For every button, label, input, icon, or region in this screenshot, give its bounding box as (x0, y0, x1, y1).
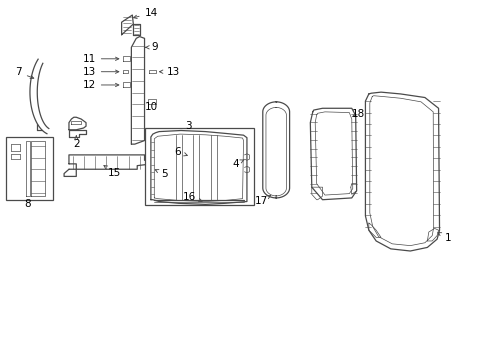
Text: 9: 9 (145, 42, 157, 52)
Text: 4: 4 (231, 159, 244, 169)
Text: 6: 6 (174, 147, 187, 157)
Text: 12: 12 (82, 80, 119, 90)
Text: 5: 5 (155, 169, 168, 179)
Text: 13: 13 (82, 67, 119, 77)
Bar (5, 137, 53, 200)
Text: 14: 14 (133, 8, 158, 18)
Text: 1: 1 (437, 233, 450, 243)
Text: 3: 3 (185, 121, 191, 131)
Text: 15: 15 (104, 166, 121, 178)
Text: 2: 2 (73, 136, 80, 149)
Text: 8: 8 (24, 199, 31, 210)
Text: 7: 7 (15, 67, 34, 78)
Text: 18: 18 (351, 109, 364, 119)
Text: 17: 17 (254, 195, 270, 206)
Bar (144, 128, 254, 205)
Text: 11: 11 (82, 54, 119, 64)
Text: 10: 10 (145, 102, 158, 112)
Text: 16: 16 (182, 192, 202, 202)
Text: 13: 13 (159, 67, 180, 77)
